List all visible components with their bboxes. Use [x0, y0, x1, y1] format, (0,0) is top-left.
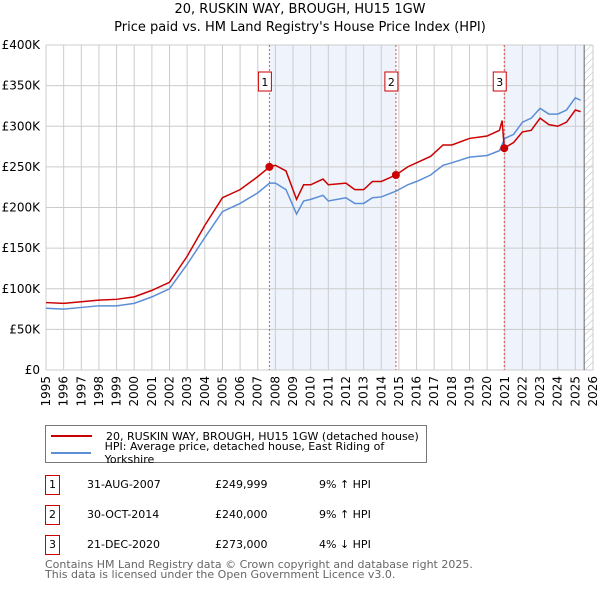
x-tick-label: 2010 [304, 376, 318, 407]
y-tick-label: £250K [2, 160, 42, 174]
x-tick-label: 2001 [145, 376, 159, 407]
x-tick-label: 2008 [268, 376, 282, 407]
sale-label-box [492, 71, 507, 92]
y-tick-label: £300K [2, 119, 42, 133]
legend-swatch [51, 435, 92, 437]
x-tick-label: 2005 [215, 376, 229, 407]
x-tick-label: 1995 [39, 376, 53, 407]
transaction-hpi-diff: 9% ↑ HPI [319, 478, 371, 491]
x-tick-label: 2011 [321, 376, 335, 407]
legend: 20, RUSKIN WAY, BROUGH, HU15 1GW (detach… [45, 425, 427, 466]
x-tick-label: 1996 [57, 376, 71, 407]
y-tick-label: £400K [2, 38, 42, 52]
x-tick-label: 2021 [498, 376, 512, 407]
price-chart: £0 £50K £100K £150K £200K £250K £300K £350K £400… [2, 38, 600, 407]
y-tick-label: £200K [2, 201, 42, 215]
legend-label: 20, RUSKIN WAY, BROUGH, HU15 1GW (detach… [106, 429, 419, 443]
transaction-hpi-diff: 4% ↓ HPI [319, 538, 371, 551]
legend-label: HPI: Average price, detached house, East… [104, 440, 385, 466]
x-tick-label: 2016 [410, 376, 424, 407]
transaction-hpi-diff: 9% ↑ HPI [319, 508, 371, 521]
x-tick-label: 2017 [427, 376, 441, 407]
transaction-price: £249,999 [215, 478, 268, 491]
x-tick-label: 2000 [127, 376, 141, 407]
legend-item-property: 20, RUSKIN WAY, BROUGH, HU15 1GW (detach… [46, 428, 419, 444]
y-tick-label: £350K [2, 79, 42, 93]
transaction-price: £240,000 [215, 508, 268, 521]
x-tick-label: 2018 [445, 376, 459, 407]
transaction-price: £273,000 [215, 538, 268, 551]
chart-title: 20, RUSKIN WAY, BROUGH, HU15 1GW [174, 2, 426, 17]
x-tick-label: 2009 [286, 376, 300, 407]
x-tick-label: 2015 [392, 376, 406, 407]
transaction-badge: 3 [45, 535, 60, 555]
transaction-date: 21-DEC-2020 [87, 538, 161, 551]
legend-swatch [51, 452, 91, 454]
sale-label: 2 [388, 76, 395, 89]
hpi-line [45, 96, 581, 310]
x-tick-label: 2022 [515, 376, 529, 407]
x-tick-label: 1998 [92, 376, 106, 407]
footer: Contains HM Land Registry data © Crown c… [45, 558, 473, 581]
x-tick-label: 2023 [533, 376, 547, 407]
x-tick-label: 2014 [374, 376, 388, 407]
transaction-badge: 1 [45, 475, 60, 495]
sale-point [391, 171, 400, 179]
footer-licence: This data is licensed under the Open Gov… [45, 568, 396, 581]
x-tick-label: 2004 [198, 376, 212, 407]
x-tick-label: 2007 [251, 376, 265, 407]
sale-label: 3 [496, 76, 503, 89]
x-tick-label: 2019 [462, 376, 476, 407]
footer-copyright: Contains HM Land Registry data © Crown c… [45, 558, 473, 571]
transaction-date: 30-OCT-2014 [87, 508, 160, 521]
sale-label-box [257, 71, 272, 92]
sale-point [500, 144, 509, 153]
x-tick-label: 2024 [551, 376, 565, 407]
x-tick-label: 2002 [163, 376, 177, 407]
x-tick-label: 2025 [568, 376, 582, 407]
transaction-badge: 2 [45, 505, 60, 525]
legend-item-hpi: HPI: Average price, detached house, East… [46, 440, 426, 466]
x-tick-label: 1997 [74, 376, 88, 407]
property-price-line [45, 109, 581, 305]
y-tick-label: £150K [2, 241, 42, 255]
x-tick-label: 1999 [110, 376, 124, 407]
sale-label-box [384, 71, 399, 92]
sale-label: 1 [261, 76, 268, 89]
x-tick-label: 2026 [586, 376, 600, 407]
x-tick-label: 2020 [480, 376, 494, 407]
y-tick-label: £100K [2, 282, 42, 296]
y-tick-label: £50K [9, 322, 41, 336]
y-tick-label: £0 [25, 363, 40, 377]
sale-point [265, 162, 274, 171]
chart-subtitle: Price paid vs. HM Land Registry's House … [114, 20, 486, 35]
x-tick-label: 2006 [233, 376, 247, 407]
transaction-date: 31-AUG-2007 [87, 478, 161, 491]
x-tick-label: 2012 [339, 376, 353, 407]
x-tick-label: 2003 [180, 376, 194, 407]
x-tick-label: 2013 [357, 376, 371, 407]
